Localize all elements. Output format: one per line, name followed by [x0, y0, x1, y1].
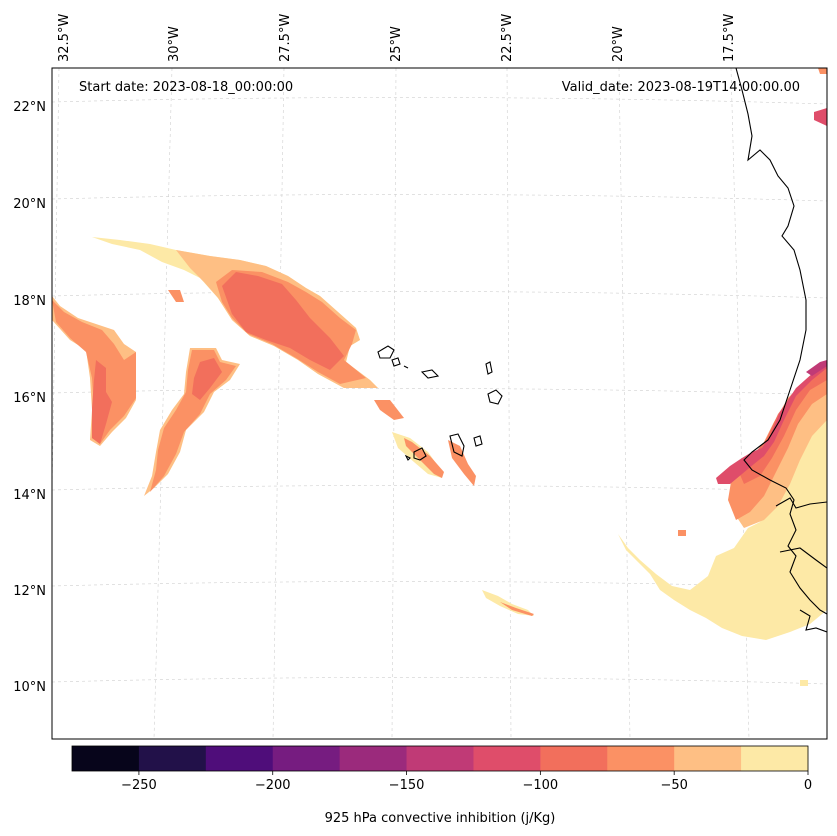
lat-gridline-18n [52, 291, 827, 299]
colorbar-tick-label: −50 [660, 778, 687, 793]
map-frame [51, 67, 828, 740]
longitude-labels: 32.5°W 30°W 27.5°W 25°W 22.5°W 20°W 17.5°W [57, 14, 737, 62]
colorbar-segment [72, 746, 140, 771]
lat-tick-label: 22°N [13, 100, 46, 115]
contour-streak-4-edge [500, 602, 534, 616]
colorbar-tick-label: −100 [523, 778, 559, 793]
colorbar-segment [205, 746, 274, 771]
contour-african-coast-tip [818, 68, 827, 74]
colorbar-tick-label: −250 [121, 778, 157, 793]
lat-gridline-16n [52, 388, 827, 396]
colorbar-frame [71, 745, 809, 772]
lat-gridline-12n [52, 581, 827, 589]
coastline-island-santiago [449, 433, 465, 457]
coastline-island-sao-nicolau [420, 369, 440, 379]
colorbar-tick-label: −200 [255, 778, 291, 793]
lon-gridline-25w [391, 68, 397, 739]
coastline-island-sao-vicente [391, 357, 401, 367]
coastline-island-maio [473, 435, 483, 447]
colorbar-segment [540, 746, 608, 771]
lon-tick-label: 25°W [389, 26, 404, 62]
coastline-island-sal [485, 361, 493, 375]
contour-streak-1 [374, 400, 404, 420]
contour-central-band-mid [150, 350, 236, 492]
colorbar-tick-label: −150 [389, 778, 425, 793]
lon-gridline-30w [153, 68, 173, 739]
contour-western-band-mid [52, 300, 136, 444]
lat-tick-label: 16°N [13, 391, 46, 406]
colorbar-label: 925 hPa convective inhibition (j/Kg) [325, 811, 556, 826]
coastlines [377, 68, 827, 633]
lon-gridline-27-5w [272, 68, 285, 739]
colorbar-segment [272, 746, 341, 771]
lon-tick-label: 30°W [167, 26, 182, 62]
lon-tick-label: 32.5°W [57, 14, 72, 62]
contour-northern-band-core [222, 272, 344, 370]
map-layers [52, 68, 827, 739]
lon-gridline-22-5w [506, 68, 512, 739]
lon-tick-label: 20°W [611, 26, 626, 62]
coastline-gambia [775, 497, 827, 509]
cin-contours [52, 68, 827, 686]
lat-gridline-20n [52, 194, 827, 202]
coastline-island-boa-vista [487, 389, 503, 405]
contour-small-fleck-2 [678, 530, 686, 536]
lon-tick-label: 27.5°W [278, 14, 293, 62]
colorbar-segment [607, 746, 675, 771]
colorbar-segment [473, 746, 541, 771]
lat-tick-label: 14°N [13, 488, 46, 503]
lat-gridline-22n [52, 97, 827, 105]
contour-african-coast-outer [618, 380, 827, 640]
lon-gridline-20w [618, 68, 631, 739]
colorbar-segment [674, 746, 742, 771]
contour-african-coast-magenta [806, 360, 827, 376]
coastline-island-fogo [413, 447, 427, 461]
lat-tick-label: 18°N [13, 294, 46, 309]
latitude-labels: 22°N 20°N 18°N 16°N 14°N 12°N 10°N [13, 100, 46, 695]
colorbar-segment [339, 746, 408, 771]
map-background [52, 68, 827, 739]
colorbar-tick-label: 0 [804, 778, 812, 793]
contour-streak-3 [448, 440, 476, 486]
contour-central-band-core [192, 358, 222, 400]
lat-tick-label: 10°N [13, 680, 46, 695]
coastline-guinea [799, 609, 827, 633]
colorbar [72, 746, 809, 771]
colorbar-ticks: −250 −200 −150 −100 −50 0 [121, 771, 812, 793]
lat-gridline-10n [52, 677, 827, 685]
colorbar-segment [741, 746, 809, 771]
lat-tick-label: 20°N [13, 197, 46, 212]
start-date-label: Start date: 2023-08-18_00:00:00 [79, 80, 293, 95]
coastline-island-santa-luzia [403, 365, 409, 369]
contour-african-coast-rose [716, 362, 827, 484]
contour-northern-fleck [168, 290, 184, 302]
coastline-island-santo-antao [377, 345, 395, 359]
colorbar-segment [406, 746, 474, 771]
colorbar-segment [138, 746, 207, 771]
contour-african-coast-top [814, 108, 827, 126]
coastline-bissau [779, 547, 827, 569]
contour-small-fleck [800, 680, 808, 686]
contour-streak-2-edge [404, 438, 444, 478]
valid-date-label: Valid_date: 2023-08-19T14:00:00.00 [562, 80, 800, 95]
contour-streak-4 [482, 590, 534, 616]
lat-tick-label: 12°N [13, 584, 46, 599]
coastline-island-brava [404, 454, 411, 461]
lon-tick-label: 22.5°W [500, 14, 515, 62]
lat-gridline-14n [52, 485, 827, 493]
lon-tick-label: 17.5°W [722, 14, 737, 62]
contour-western-band-core [92, 360, 112, 444]
